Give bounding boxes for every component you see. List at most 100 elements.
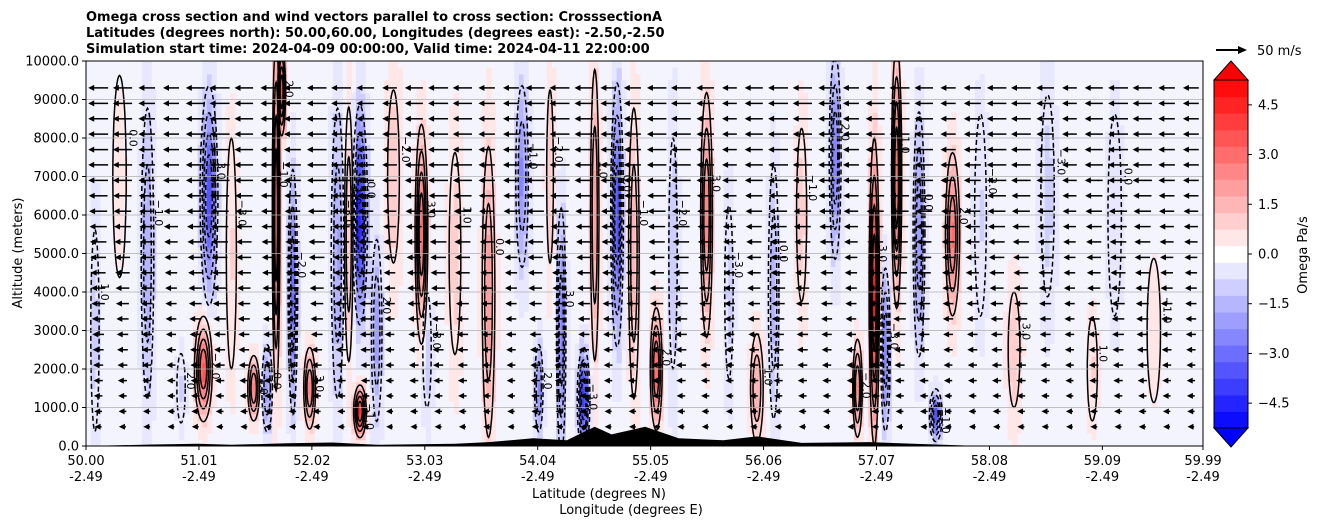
colorbar: 4.53.01.50.0−1.5−3.0−4.5	[1212, 60, 1290, 448]
omega-fill-cell	[705, 311, 711, 344]
wind-vector-arrowhead	[287, 331, 294, 338]
wind-vector-arrowhead	[724, 300, 731, 307]
omega-fill-cell	[281, 131, 287, 139]
wind-vector-arrowhead	[942, 285, 949, 292]
omega-fill-cell	[798, 272, 804, 351]
wind-vector-arrowhead	[1040, 377, 1047, 384]
omega-fill-cell	[1049, 61, 1055, 158]
wind-vector-arrowhead	[404, 84, 411, 91]
wind-vector-arrowhead	[94, 408, 101, 415]
wind-vector-arrowhead	[1063, 254, 1070, 261]
wind-vector-arrowhead	[575, 223, 582, 230]
wind-vector-arrowhead	[384, 285, 390, 292]
contour-line	[277, 61, 287, 137]
omega-fill-cell	[95, 182, 101, 300]
wind-vector-arrowhead	[88, 115, 95, 122]
wind-vector-arrowhead	[749, 392, 756, 399]
wind-vector-arrowhead	[647, 208, 654, 215]
contour-label: 0.0	[1122, 168, 1135, 186]
wind-vector-arrowhead	[602, 269, 609, 276]
colorbar-segment	[1214, 80, 1248, 98]
omega-fill-cell	[518, 125, 525, 158]
wind-vector-arrowhead	[867, 254, 874, 261]
wind-vector-arrowhead	[331, 146, 338, 153]
wind-vector-arrowhead	[404, 146, 411, 153]
wind-vector-arrowhead	[236, 269, 243, 276]
wind-vector-arrowhead	[795, 269, 802, 276]
wind-vector-arrowhead	[748, 331, 755, 338]
wind-vector-arrowhead	[869, 315, 876, 322]
wind-vector-arrowhead	[986, 115, 993, 122]
wind-vector-arrowhead	[140, 254, 146, 261]
wind-vector-arrowhead	[919, 408, 926, 415]
omega-fill-cell	[951, 221, 957, 248]
wind-vector-arrowhead	[845, 285, 851, 292]
contour-line	[417, 171, 426, 298]
omega-fill-cell	[248, 362, 255, 370]
omega-fill-cell	[146, 394, 152, 446]
omega-fill-cell	[919, 67, 925, 120]
omega-fill-cell	[872, 420, 878, 446]
omega-fill-cell	[872, 381, 878, 402]
wind-vector-arrowhead	[889, 161, 896, 168]
wind-vector-arrowhead	[191, 423, 198, 430]
wind-vector-arrowhead	[478, 192, 485, 199]
contour-label: 1.0	[98, 283, 111, 301]
wind-vector-arrowhead	[652, 377, 658, 384]
omega-fill-cell	[202, 61, 208, 88]
wind-vector-arrowhead	[359, 331, 366, 338]
wind-vector-arrowhead	[651, 362, 658, 369]
wind-vector-arrowhead	[284, 208, 291, 215]
x-tick-label-longitude: -2.49	[1186, 470, 1220, 485]
omega-fill-cell	[933, 375, 939, 389]
omega-fill-cell	[355, 61, 362, 88]
wind-vector-arrowhead	[968, 408, 975, 415]
omega-fill-cell	[830, 99, 836, 120]
wind-vector-arrowhead	[1084, 146, 1091, 153]
wind-vector-arrowhead	[527, 238, 534, 245]
wind-vector-arrowhead	[332, 223, 339, 230]
wind-vector-arrowhead	[1133, 208, 1140, 215]
wind-vector-arrowhead	[211, 238, 218, 245]
wind-vector-arrowhead	[865, 146, 872, 153]
wind-vector-arrowhead	[1036, 115, 1043, 122]
omega-fill-cell	[835, 61, 841, 81]
wind-vector-arrowhead	[335, 346, 342, 353]
wind-vector-arrowhead	[405, 223, 412, 230]
wind-vector-arrowhead	[481, 331, 488, 338]
omega-fill-cell	[309, 330, 315, 344]
wind-vector-arrowhead	[842, 131, 849, 138]
omega-fill-cell	[481, 182, 487, 287]
wind-vector-arrowhead	[942, 269, 948, 276]
omega-fill-cell	[141, 304, 148, 377]
wind-vector-arrowhead	[648, 254, 655, 261]
colorbar-segment	[1214, 378, 1248, 396]
wind-vector-arrowhead	[118, 423, 125, 430]
contour-line	[248, 364, 259, 413]
omega-fill-cell	[579, 349, 585, 357]
omega-fill-cell	[853, 426, 860, 441]
wind-vector-arrowhead	[404, 100, 411, 107]
wind-vector-arrowhead	[769, 208, 775, 215]
omega-fill-cell	[979, 240, 985, 357]
wind-vector-arrowhead	[478, 115, 485, 122]
wind-vector-arrowhead	[454, 238, 461, 245]
omega-fill-cell	[830, 118, 836, 197]
wind-vector-arrowhead	[601, 238, 608, 245]
wind-vector-arrowhead	[966, 315, 973, 322]
contour-label: 0.0	[364, 181, 377, 199]
wind-vector-arrowhead	[408, 315, 414, 322]
wind-vector-arrowhead	[1160, 285, 1167, 292]
contour-line	[558, 273, 565, 388]
omega-fill-cell	[360, 388, 366, 396]
contour-label: 0.0	[126, 129, 139, 147]
wind-vector-arrowhead	[627, 346, 634, 353]
wind-vector-arrowhead	[550, 223, 557, 230]
omega-fill-cell	[858, 330, 864, 351]
contour-line	[289, 234, 296, 350]
omega-fill-cell	[611, 105, 618, 126]
wind-vector-arrowhead	[262, 269, 269, 276]
wind-vector-arrowhead	[138, 131, 145, 138]
wind-vector-arrowhead	[234, 100, 241, 107]
wind-vector-arrowhead	[868, 269, 874, 276]
